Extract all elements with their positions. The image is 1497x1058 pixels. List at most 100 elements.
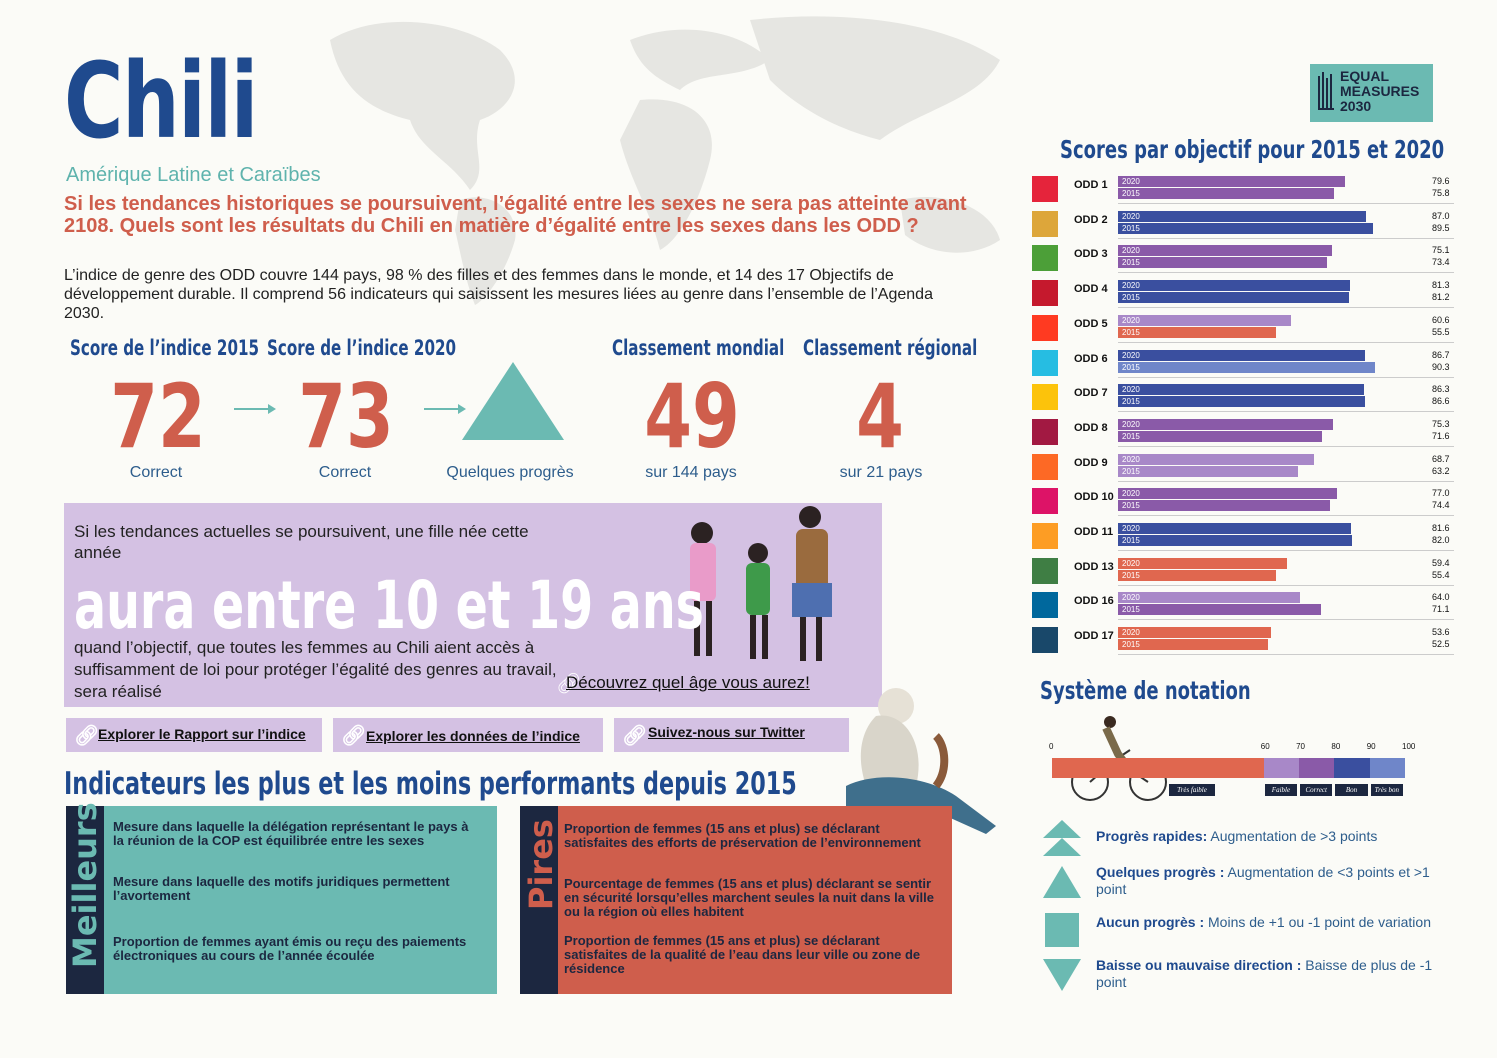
sdg-bar-2015: 2015	[1118, 257, 1328, 269]
sdg-goal-icon	[1032, 488, 1058, 515]
worst-indicators-sidebar	[520, 806, 558, 994]
sdg-goal-icon	[1032, 557, 1058, 584]
regional-rank-header: Classement régional	[803, 336, 978, 360]
row-divider	[1118, 411, 1454, 413]
sdg-bar-2020: 2020	[1118, 453, 1314, 465]
explore-report-label: Explorer le Rapport sur l’indice	[98, 726, 306, 742]
sdg-bar-2015: 2015	[1118, 361, 1376, 373]
row-divider	[1118, 515, 1454, 517]
link-icon: 🔗︎	[341, 725, 367, 747]
sdg-label: ODD 7	[1074, 387, 1108, 400]
notation-title: Système de notation	[1040, 676, 1251, 705]
sdg-row: ODD 5 2020 60.6 2015 55.5	[1032, 314, 1454, 343]
sdg-bar-2015: 2015	[1118, 465, 1299, 477]
explore-report-button[interactable]: 🔗︎ Explorer le Rapport sur l’indice	[66, 718, 322, 752]
no-progress-icon	[1043, 913, 1079, 947]
sdg-row: ODD 13 2020 59.4 2015 55.4	[1032, 557, 1454, 586]
legend-term: Baisse ou mauvaise direction :	[1096, 957, 1302, 973]
sdg-bar-2020: 2020	[1118, 523, 1351, 534]
arrow-icon	[424, 404, 466, 414]
girl-projection-age: aura entre 10 et 19 ans	[74, 567, 704, 644]
sdg-goal-icon	[1032, 523, 1058, 549]
scale-band	[1334, 758, 1370, 778]
bar-year-label: 2015	[1122, 293, 1140, 303]
legend-text: Baisse ou mauvaise direction : Baisse de…	[1096, 957, 1446, 991]
bar-year-label: 2020	[1122, 524, 1140, 533]
scale-tick-label: 90	[1366, 742, 1376, 751]
bar-year-label: 2020	[1122, 489, 1140, 499]
sdg-value-label: 59.4	[1432, 557, 1450, 568]
sdg-row: ODD 16 2020 64.0 2015 71.1	[1032, 592, 1454, 621]
sdg-value-label: 55.5	[1432, 326, 1450, 337]
bar-year-label: 2020	[1122, 315, 1140, 325]
score-2015-value: 72	[110, 365, 206, 468]
sdg-value-label: 86.7	[1432, 349, 1450, 360]
sdg-row: ODD 1 2020 79.6 2015 75.8	[1032, 176, 1454, 204]
score-2015-label: Correct	[129, 464, 183, 481]
arrow-icon	[234, 404, 276, 414]
progress-label: Quelques progrès	[446, 464, 574, 481]
sdg-bar-2020: 2020	[1118, 245, 1333, 257]
sdg-label: ODD 11	[1074, 526, 1114, 538]
sdg-bar-2015: 2015	[1118, 500, 1331, 512]
logo-line-3: 2030	[1340, 98, 1372, 114]
scale-tick-label: 70	[1296, 742, 1305, 751]
scale-band-label: Faible	[1264, 784, 1298, 796]
intro-paragraph: L’indice de genre des ODD couvre 144 pay…	[64, 267, 933, 322]
sdg-label: ODD 1	[1074, 179, 1108, 191]
link-icon: 🔗︎	[74, 725, 100, 747]
sdg-label: ODD 13	[1074, 560, 1114, 573]
sdg-row: ODD 11 2020 81.6 2015 82.0	[1032, 523, 1454, 551]
decline-icon	[1043, 959, 1081, 991]
bar-year-label: 2020	[1122, 350, 1140, 360]
bar-year-label: 2015	[1122, 223, 1140, 233]
scale-band	[1052, 758, 1264, 778]
sdg-goal-icon	[1032, 210, 1058, 237]
world-rank-header: Classement mondial	[612, 336, 785, 360]
sdg-value-label: 89.5	[1432, 222, 1450, 233]
bar-year-label: 2020	[1122, 628, 1140, 638]
bar-year-label: 2020	[1122, 558, 1140, 568]
bar-year-label: 2015	[1122, 640, 1140, 650]
row-divider	[1118, 203, 1454, 204]
sdg-bar-2020: 2020	[1118, 488, 1338, 500]
sdg-value-label: 87.0	[1432, 210, 1450, 221]
sdg-goal-icon	[1032, 280, 1058, 307]
sdg-label: ODD 9	[1074, 456, 1108, 469]
sdg-row: ODD 6 2020 86.7 2015 90.3	[1032, 349, 1454, 378]
region-subtitle: Amérique Latine et Caraïbes	[66, 164, 321, 186]
bar-year-label: 2020	[1122, 211, 1140, 221]
sdg-label: ODD 16	[1074, 595, 1114, 608]
sdg-bar-2020: 2020	[1118, 418, 1333, 430]
best-label: Meilleurs	[66, 802, 104, 968]
best-indicators-panel	[66, 806, 497, 994]
sdg-row: ODD 4 2020 81.3 2015 81.2	[1032, 280, 1454, 309]
sdg-bar-2020: 2020	[1118, 557, 1288, 569]
logo-line-1: EQUAL	[1340, 68, 1389, 84]
scale-band-label: Bon	[1335, 784, 1368, 796]
legend-text: Progrès rapides: Augmentation de >3 poin…	[1096, 828, 1446, 845]
row-divider	[1118, 272, 1454, 274]
twitter-button[interactable]: 🔗︎ Suivez-nous sur Twitter	[614, 718, 849, 752]
sdg-value-label: 68.7	[1432, 453, 1450, 464]
scale-band-label: Très bon	[1370, 784, 1403, 796]
twitter-label: Suivez-nous sur Twitter	[648, 724, 805, 740]
row-divider	[1118, 237, 1454, 239]
sdg-bar-2015: 2015	[1118, 535, 1352, 546]
row-divider	[1118, 307, 1454, 309]
row-divider	[1118, 480, 1454, 482]
sdg-bar-2015: 2015	[1118, 639, 1268, 651]
rapid-progress-icon	[1043, 820, 1081, 856]
bar-year-label: 2020	[1122, 177, 1140, 186]
explore-data-button[interactable]: 🔗︎ Explorer les données de l’indice	[333, 718, 603, 752]
sdg-bar-2020: 2020	[1118, 384, 1364, 396]
logo-line-2: MEASURES	[1340, 83, 1420, 99]
discover-age-link[interactable]: Découvrez quel âge vous aurez!	[566, 673, 810, 692]
equal-measures-logo: EQUAL MEASURES 2030	[1310, 64, 1433, 122]
sdg-value-label: 73.4	[1432, 257, 1450, 268]
regional-rank-value: 4	[856, 365, 904, 468]
worst-indicator-3: Proportion de femmes (15 ans et plus) se…	[564, 933, 921, 976]
bar-year-label: 2015	[1122, 258, 1140, 268]
scale-band	[1369, 758, 1405, 778]
sdg-value-label: 52.5	[1432, 639, 1450, 650]
